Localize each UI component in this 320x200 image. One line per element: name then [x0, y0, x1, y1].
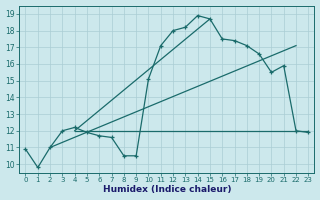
X-axis label: Humidex (Indice chaleur): Humidex (Indice chaleur) [103, 185, 231, 194]
